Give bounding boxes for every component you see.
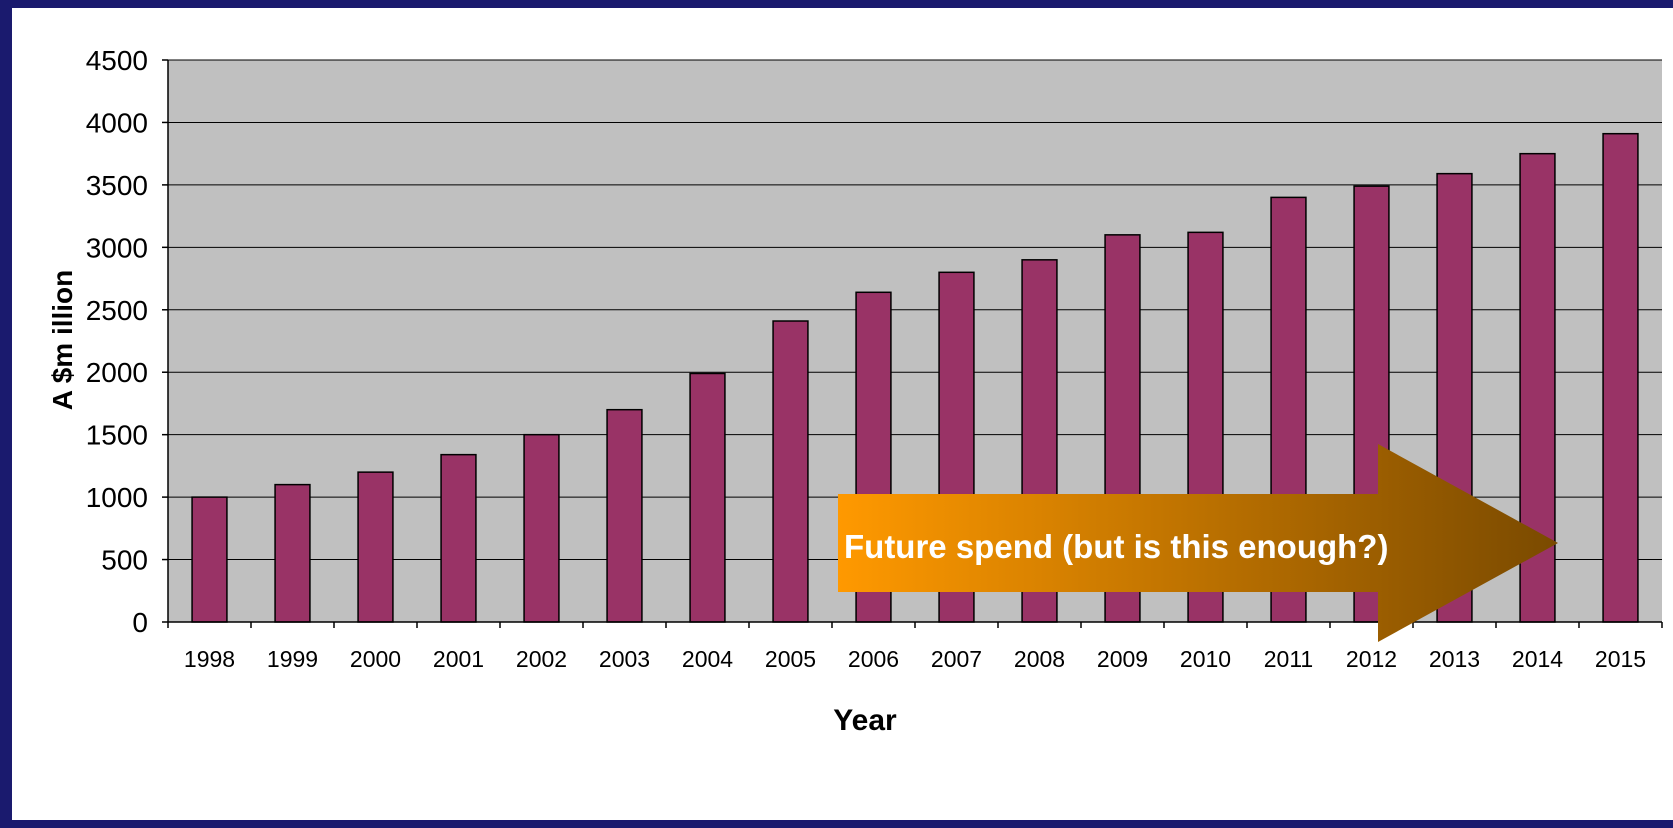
y-tick-label: 500 [101,545,148,576]
callout-arrow-shape [838,444,1558,642]
x-tick-label: 2007 [931,646,982,672]
y-tick-label: 1500 [86,420,148,451]
x-axis-title: Year [833,704,897,737]
slide-border [0,820,1673,828]
y-tick-label: 3000 [86,232,148,263]
bar-1999 [274,483,311,623]
x-tick-label: 2008 [1014,646,1065,672]
x-tick-label: 1998 [184,646,235,672]
gridlines [168,59,1662,561]
x-tick-label: 2003 [599,646,650,672]
bar-2002 [523,433,560,623]
x-tick-label: 2004 [682,646,733,672]
y-tick-label: 4000 [86,107,148,138]
x-tick-label: 2011 [1264,646,1313,672]
y-axis-title: A $m illion [47,270,78,411]
y-tick-label: 3500 [86,170,148,201]
bar-2001 [440,453,477,623]
x-tick-label: 2000 [350,646,401,672]
x-tick-label: 2001 [433,646,484,672]
bar-2015 [1602,132,1639,623]
y-tick-label: 2000 [86,357,148,388]
x-tick-label: 2005 [765,646,816,672]
bar-2003 [606,408,643,623]
x-tick-label: 2014 [1512,646,1563,672]
bar-1998 [191,496,228,623]
y-tick-label: 4500 [86,45,148,76]
y-tick-label: 0 [132,607,148,638]
x-tick-label: 2013 [1429,646,1480,672]
future-spend-callout: Future spend (but is this enough?) [838,444,1558,642]
y-tick-labels: 0 500 1000 1500 2000 2500 3000 3500 4000 4500 [86,45,148,638]
x-tick-labels: 1998 1999 2000 2001 2002 2003 2004 2005 2006 2007… [184,646,1646,672]
bar-2000 [357,471,394,623]
x-tick-label: 2006 [848,646,899,672]
bar-2004 [689,372,726,623]
y-tick-label: 1000 [86,482,148,513]
y-tick-label: 2500 [86,295,148,326]
x-tick-label: 2012 [1346,646,1397,672]
x-tick-label: 2009 [1097,646,1148,672]
x-tick-label: 2015 [1595,646,1646,672]
x-tick-label: 1999 [267,646,318,672]
bar-2005 [772,320,809,623]
x-tick-label: 2002 [516,646,567,672]
callout-label: Future spend (but is this enough?) [844,528,1388,565]
x-tick-label: 2010 [1180,646,1231,672]
